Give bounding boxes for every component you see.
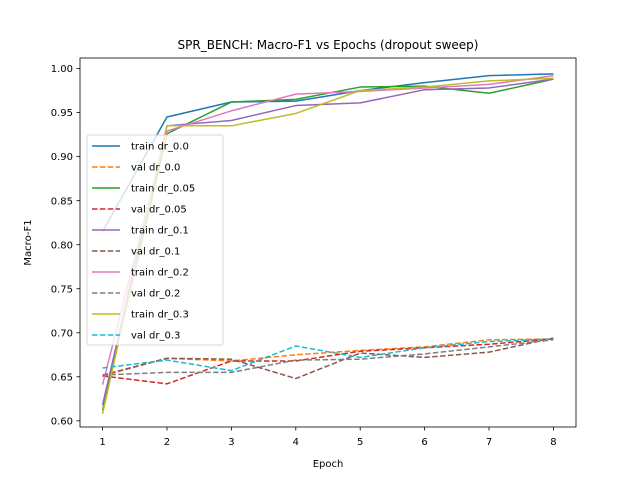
y-tick-label: 0.60 — [51, 416, 73, 427]
series-line-7 — [102, 339, 554, 376]
y-tick-label: 0.65 — [51, 372, 73, 383]
y-tick-label: 0.95 — [51, 108, 73, 119]
legend-label: val dr_0.2 — [131, 289, 180, 300]
legend-label: train dr_0.0 — [131, 142, 189, 153]
legend-label: train dr_0.3 — [131, 310, 189, 321]
x-tick-label: 2 — [164, 437, 170, 448]
series-layer — [101, 73, 554, 414]
series-line-8 — [101, 77, 554, 414]
legend-box — [86, 134, 224, 346]
y-tick-label: 0.75 — [51, 284, 73, 295]
x-axis-label: Epoch — [313, 459, 344, 470]
chart-title: SPR_BENCH: Macro-F1 vs Epochs (dropout s… — [178, 38, 479, 52]
legend-label: val dr_0.0 — [131, 163, 180, 174]
legend-label: train dr_0.05 — [131, 184, 195, 195]
x-tick-label: 1 — [99, 437, 105, 448]
series-line-4 — [101, 78, 554, 406]
series-line-9 — [102, 338, 554, 372]
legend-label: train dr_0.2 — [131, 268, 189, 279]
x-tick-label: 3 — [228, 437, 234, 448]
x-tick-label: 5 — [357, 437, 363, 448]
x-tick-label: 4 — [293, 437, 299, 448]
plot-frame — [79, 57, 577, 428]
legend-label: val dr_0.1 — [131, 247, 180, 258]
y-axis-label: Macro-F1 — [23, 219, 34, 265]
legend-label: val dr_0.05 — [131, 205, 187, 216]
y-tick-label: 0.70 — [51, 328, 73, 339]
series-line-6 — [101, 74, 554, 385]
series-line-5 — [102, 337, 554, 380]
y-tick-label: 0.85 — [51, 196, 73, 207]
series-line-3 — [102, 338, 554, 385]
tick-layer: 1 2 3 4 5 6 7 8 0.60 0.65 0.70 0.75 0.80 0.85 0.90 0.95… — [51, 64, 557, 448]
x-tick-label: 7 — [486, 437, 492, 448]
x-tick-label: 6 — [421, 437, 427, 448]
series-line-0 — [101, 73, 554, 232]
legend-label: val dr_0.3 — [131, 331, 180, 342]
y-tick-label: 0.90 — [51, 152, 73, 163]
legend-label: train dr_0.1 — [131, 226, 189, 237]
x-tick-label: 8 — [550, 437, 556, 448]
y-tick-label: 0.80 — [51, 240, 73, 251]
y-tick-label: 1.00 — [51, 64, 73, 75]
